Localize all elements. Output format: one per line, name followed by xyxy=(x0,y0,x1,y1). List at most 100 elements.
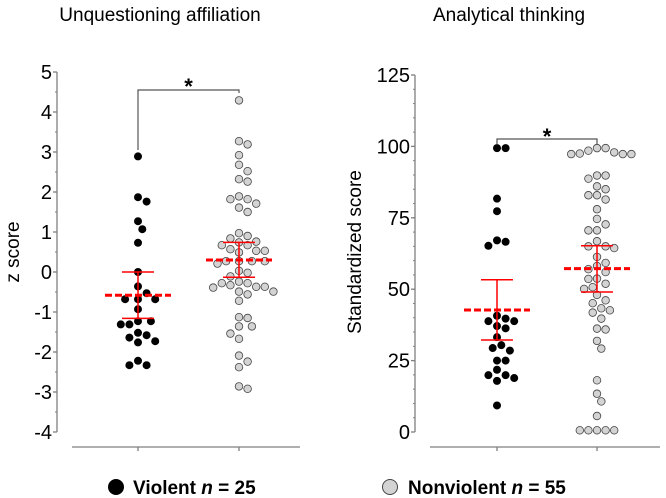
nonviolent-point xyxy=(597,397,606,406)
nonviolent-point xyxy=(610,426,619,435)
violent-point xyxy=(493,144,501,153)
y-tick-label: 125 xyxy=(377,65,410,87)
nonviolent-point xyxy=(234,322,244,331)
nonviolent-point xyxy=(226,329,235,338)
nonviolent-point xyxy=(601,185,610,194)
nonviolent-point xyxy=(260,246,269,255)
nonviolent-point xyxy=(243,177,252,186)
nonviolent-point xyxy=(234,192,244,201)
nonviolent-point xyxy=(243,279,252,288)
nonviolent-point xyxy=(601,143,610,153)
nonviolent-point xyxy=(618,149,627,159)
violent-point xyxy=(501,371,510,380)
y-tick-label: 0 xyxy=(41,262,52,284)
nonviolent-point xyxy=(592,389,602,398)
y-tick-label: 5 xyxy=(41,62,52,84)
nonviolent-point xyxy=(592,205,602,214)
y-tick-label: -2 xyxy=(34,342,52,364)
chart-title-left: Unquestioning affiliation xyxy=(59,5,260,26)
nonviolent-point xyxy=(234,313,244,322)
violent-point xyxy=(134,328,142,337)
nonviolent-point xyxy=(243,313,252,323)
nonviolent-point xyxy=(243,384,252,393)
nonviolent-point xyxy=(597,304,606,313)
nonviolent-point xyxy=(234,382,244,391)
nonviolent-point xyxy=(234,363,244,372)
nonviolent-point xyxy=(234,136,244,146)
violent-point xyxy=(501,237,510,246)
violent-point xyxy=(493,376,501,385)
nonviolent-point xyxy=(243,194,252,204)
violent-point xyxy=(493,356,501,365)
legend-nonviolent-marker xyxy=(382,479,398,495)
nonviolent-point xyxy=(575,149,584,158)
nonviolent-point xyxy=(243,207,252,217)
violent-point xyxy=(510,317,519,326)
violent-point xyxy=(142,197,151,206)
violent-point xyxy=(138,225,147,234)
violent-point xyxy=(484,317,493,326)
chart-title-right: Analytical thinking xyxy=(433,5,585,26)
violent-point xyxy=(125,333,134,342)
nonviolent-point xyxy=(226,244,235,254)
nonviolent-point xyxy=(269,287,278,296)
nonviolent-point xyxy=(592,182,602,191)
y-tick-label: 50 xyxy=(388,279,410,301)
violent-point xyxy=(151,295,160,304)
nonviolent-point xyxy=(601,279,610,288)
nonviolent-point xyxy=(247,322,257,331)
legend-nonviolent-label: Nonviolent n = 55 xyxy=(408,478,566,498)
nonviolent-point xyxy=(243,357,252,366)
nonviolent-point xyxy=(588,298,597,308)
nonviolent-point xyxy=(584,426,593,435)
violent-point xyxy=(493,207,501,216)
nonviolent-point xyxy=(234,228,244,238)
nonviolent-point xyxy=(584,174,593,183)
nonviolent-point xyxy=(234,277,244,286)
significance-star: * xyxy=(543,124,552,149)
significance-bracket xyxy=(496,138,598,144)
nonviolent-point xyxy=(592,324,602,333)
nonviolent-point xyxy=(584,146,593,155)
nonviolent-point xyxy=(601,195,610,204)
nonviolent-point xyxy=(601,296,610,305)
y-tick-label: 2 xyxy=(41,182,52,204)
nonviolent-point xyxy=(592,237,602,246)
violent-point xyxy=(497,341,506,350)
nonviolent-point xyxy=(260,282,269,291)
nonviolent-point xyxy=(584,191,593,200)
nonviolent-point xyxy=(597,314,606,323)
nonviolent-point xyxy=(610,148,619,157)
nonviolent-point xyxy=(567,149,576,159)
nonviolent-point xyxy=(243,231,252,241)
nonviolent-point xyxy=(252,199,261,208)
nonviolent-point xyxy=(592,214,602,224)
violent-point xyxy=(134,338,142,347)
nonviolent-point xyxy=(234,296,244,305)
nonviolent-point xyxy=(601,325,610,334)
nonviolent-point xyxy=(584,226,593,235)
nonviolent-point xyxy=(575,426,584,435)
nonviolent-point xyxy=(592,426,602,435)
nonviolent-point xyxy=(208,283,218,292)
nonviolent-point xyxy=(597,344,606,353)
y-tick-label: -1 xyxy=(34,302,52,324)
nonviolent-point xyxy=(601,220,610,229)
nonviolent-point xyxy=(234,160,244,169)
nonviolent-point xyxy=(243,240,252,250)
violent-point xyxy=(134,356,142,365)
y-tick-label: 25 xyxy=(388,351,410,373)
nonviolent-point xyxy=(243,290,252,299)
nonviolent-point xyxy=(243,268,252,277)
violent-point xyxy=(510,374,519,383)
violent-point xyxy=(493,365,501,374)
violent-point xyxy=(134,238,142,247)
violent-point xyxy=(484,241,493,250)
nonviolent-point xyxy=(592,226,602,235)
violent-point xyxy=(484,371,493,380)
nonviolent-point xyxy=(217,279,226,288)
nonviolent-point xyxy=(217,240,226,250)
nonviolent-point xyxy=(601,258,610,268)
violent-point xyxy=(505,346,514,355)
